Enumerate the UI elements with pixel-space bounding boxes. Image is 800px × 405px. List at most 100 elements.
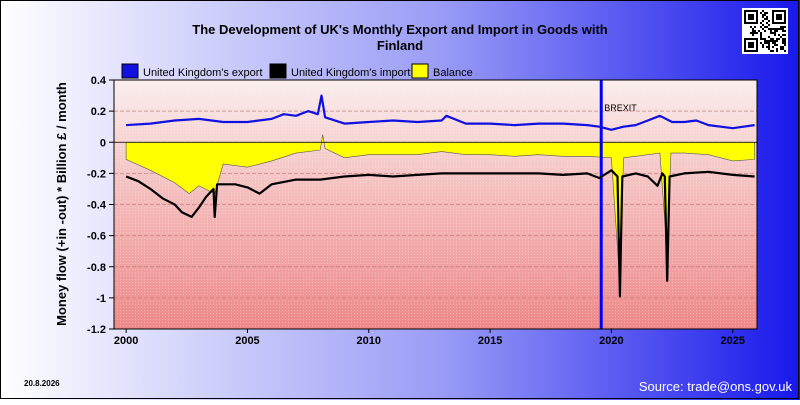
qr-module [758,30,760,32]
y-tick-label: -0.8 [87,262,106,274]
qr-module [762,16,764,18]
series-export-line [126,94,755,131]
y-tick-label: 0.4 [91,75,107,87]
y-axis-label: Money flow (+in -out) * Billion £ / mont… [54,82,69,326]
qr-module [762,20,764,22]
x-tick-label: 2015 [478,335,502,347]
qr-module [752,28,754,30]
qr-module [772,46,774,48]
qr-module [782,38,784,40]
y-tick-label: -0.6 [87,231,106,243]
qr-module [778,34,780,36]
qr-module [750,32,752,34]
qr-module [774,40,776,42]
brexit-label: BREXIT [604,103,637,113]
qr-finder-core [748,42,754,48]
qr-module [784,26,786,28]
qr-module [766,42,768,44]
qr-module [752,30,754,32]
qr-module [752,34,754,36]
chart-title-line-1: The Development of UK's Monthly Export a… [192,22,608,37]
qr-module [772,28,774,30]
qr-module [768,44,770,46]
qr-module [768,36,770,38]
qr-module [760,42,762,44]
qr-module [772,42,774,44]
qr-module [776,44,778,46]
qr-module [762,28,764,30]
qr-module [774,32,776,34]
qr-module [776,30,778,32]
qr-module [784,38,786,40]
qr-module [770,32,772,34]
qr-module [770,28,772,30]
series-import-line [125,169,755,298]
y-tick-label: -0.4 [87,200,107,212]
qr-module [782,34,784,36]
qr-module [776,48,778,50]
qr-module [766,16,768,18]
y-axis-ticks: 0.4 0.2 0 -0.2 -0.4 -0.6 -0.8 -1 -1.2 [87,75,114,336]
qr-module [766,46,768,48]
qr-module [764,38,766,40]
qr-module [764,26,766,28]
qr-module [772,32,774,34]
qr-module [774,44,776,46]
qr-module [776,38,778,40]
qr-module [774,42,776,44]
qr-module [782,46,784,48]
y-tick-label: -1 [96,293,106,305]
qr-module [760,26,762,28]
qr-module [782,30,784,32]
legend-label-export: United Kingdom's export [143,67,263,79]
qr-module [774,28,776,30]
qr-module [762,44,764,46]
qr-module [760,22,762,24]
qr-module [782,40,784,42]
qr-module [768,24,770,26]
y-tick-label: -1.2 [87,324,106,336]
qr-module [762,46,764,48]
qr-module [772,38,774,40]
qr-module [764,40,766,42]
series-layer: BREXIT [114,80,757,329]
legend-label-import: United Kingdom's import [291,67,411,79]
qr-module [760,36,762,38]
qr-module [764,18,766,20]
qr-module [784,40,786,42]
legend-swatch-export [121,63,139,79]
y-tick-label: 0 [100,137,106,149]
qr-module [760,34,762,36]
qr-module [776,28,778,30]
qr-module [780,26,782,28]
qr-module [762,14,764,16]
qr-module [766,12,768,14]
qr-module [782,26,784,28]
y-tick-label: -0.2 [87,168,106,180]
qr-module [780,36,782,38]
qr-module [774,34,776,36]
qr-module [782,28,784,30]
qr-module [762,10,764,12]
footer-date: 20.8.2026 [24,379,60,388]
qr-module [764,42,766,44]
y-tick-label: 0.2 [91,106,106,118]
qr-module [780,28,782,30]
qr-module [784,34,786,36]
qr-module [766,22,768,24]
qr-module [754,32,756,34]
qr-module [780,46,782,48]
x-tick-label: 2025 [720,335,744,347]
legend: United Kingdom's export United Kingdom's… [121,63,473,79]
qr-module [754,26,756,28]
qr-module [768,42,770,44]
qr-module [770,50,772,52]
qr-module [762,38,764,40]
qr-module [784,44,786,46]
qr-module [764,12,766,14]
qr-module [784,30,786,32]
qr-module [778,38,780,40]
